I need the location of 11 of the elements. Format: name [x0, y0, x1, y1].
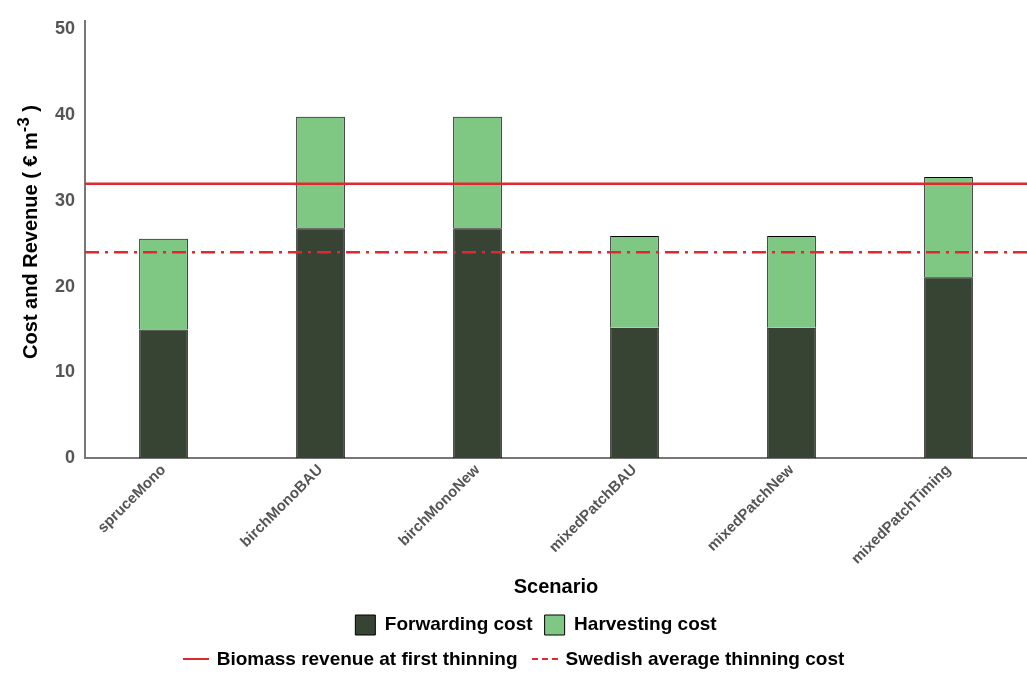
y-tick-label: 50 [54, 18, 76, 39]
y-tick-label: 0 [65, 447, 76, 468]
y-tick-label: 30 [54, 189, 76, 210]
x-axis-title: Scenario [513, 574, 599, 597]
legend-label: Forwarding cost [384, 613, 534, 635]
legend-label: Swedish average thinning cost [565, 648, 845, 670]
legend-label: Harvesting cost [574, 613, 718, 635]
y-tick-label: 40 [54, 104, 76, 125]
legend-label: Biomass revenue at first thinning [216, 648, 518, 670]
y-tick-label: 10 [54, 361, 76, 382]
y-tick-label: 20 [54, 275, 76, 296]
